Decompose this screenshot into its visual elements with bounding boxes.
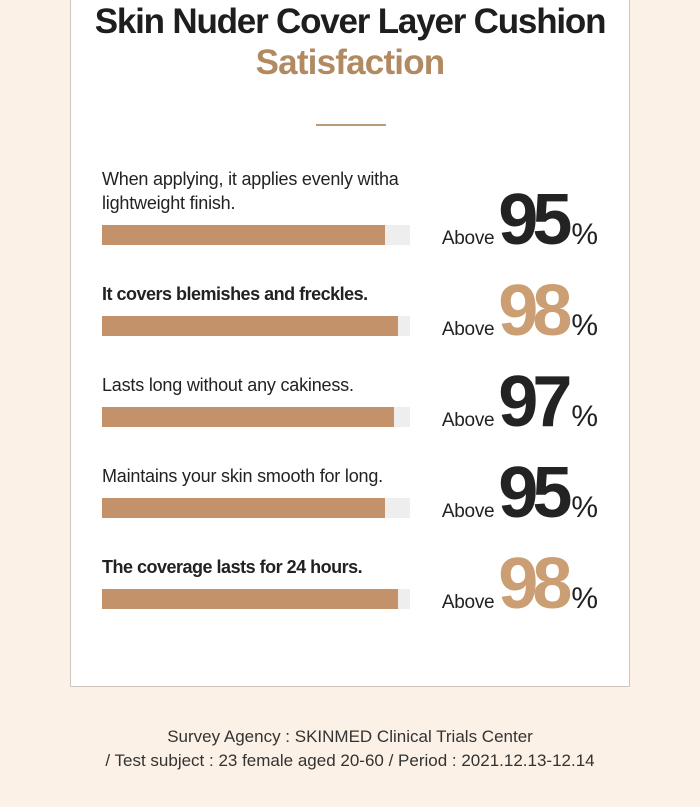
- satisfaction-bar-track: [102, 225, 410, 245]
- satisfaction-bar-track: [102, 407, 410, 427]
- survey-footer: Survey Agency : SKINMED Clinical Trials …: [0, 725, 700, 773]
- page-title: Skin Nuder Cover Layer Cushion: [94, 2, 607, 41]
- satisfaction-row: It covers blemishes and freckles. Above 98…: [71, 249, 629, 347]
- satisfaction-bar-track: [102, 589, 410, 609]
- satisfaction-bar: [102, 498, 385, 518]
- above-prefix: Above: [441, 319, 495, 340]
- survey-agency-line: Survey Agency : SKINMED Clinical Trials …: [167, 727, 533, 746]
- percent-sign: %: [571, 218, 599, 251]
- satisfaction-label: Maintains your skin smooth for long.: [102, 466, 383, 486]
- satisfaction-label: It covers blemishes and freckles.: [102, 284, 368, 304]
- percent-sign: %: [571, 400, 599, 433]
- satisfaction-row: When applying, it applies evenly witha l…: [71, 158, 629, 256]
- survey-subject-line: / Test subject : 23 female aged 20-60 / …: [105, 751, 595, 770]
- satisfaction-bar: [102, 316, 398, 336]
- satisfaction-row: The coverage lasts for 24 hours. Above 98%: [71, 522, 629, 620]
- satisfaction-bar-track: [102, 498, 410, 518]
- satisfaction-label: Lasts long without any cakiness.: [102, 375, 354, 395]
- satisfaction-value: Above 98%: [411, 544, 629, 624]
- percent-sign: %: [571, 582, 599, 615]
- satisfaction-bar: [102, 407, 394, 427]
- satisfaction-label: When applying, it applies evenly witha l…: [102, 169, 399, 213]
- satisfaction-percent-number: 98: [498, 544, 572, 624]
- satisfaction-percent-number: 95: [498, 453, 572, 533]
- satisfaction-percent-number: 98: [498, 271, 572, 351]
- satisfaction-value: Above 95%: [411, 453, 629, 533]
- satisfaction-percent-number: 95: [498, 180, 572, 260]
- satisfaction-percent-number: 97: [498, 362, 572, 442]
- satisfaction-value: Above 97%: [411, 362, 629, 442]
- satisfaction-value: Above 98%: [411, 271, 629, 351]
- satisfaction-row: Lasts long without any cakiness. Above 97%: [71, 340, 629, 438]
- title-divider: [316, 124, 386, 126]
- satisfaction-bar: [102, 225, 385, 245]
- above-prefix: Above: [441, 501, 495, 522]
- satisfaction-label: The coverage lasts for 24 hours.: [102, 557, 363, 577]
- satisfaction-bar-track: [102, 316, 410, 336]
- page-subtitle: Satisfaction: [255, 43, 446, 82]
- above-prefix: Above: [441, 592, 495, 613]
- above-prefix: Above: [441, 228, 495, 249]
- percent-sign: %: [571, 491, 599, 524]
- satisfaction-bar: [102, 589, 398, 609]
- above-prefix: Above: [441, 410, 495, 431]
- percent-sign: %: [571, 309, 599, 342]
- satisfaction-value: Above 95%: [411, 180, 629, 260]
- satisfaction-row: Maintains your skin smooth for long. Abov…: [71, 431, 629, 529]
- survey-card: Skin Nuder Cover Layer Cushion Satisfact…: [70, 0, 630, 687]
